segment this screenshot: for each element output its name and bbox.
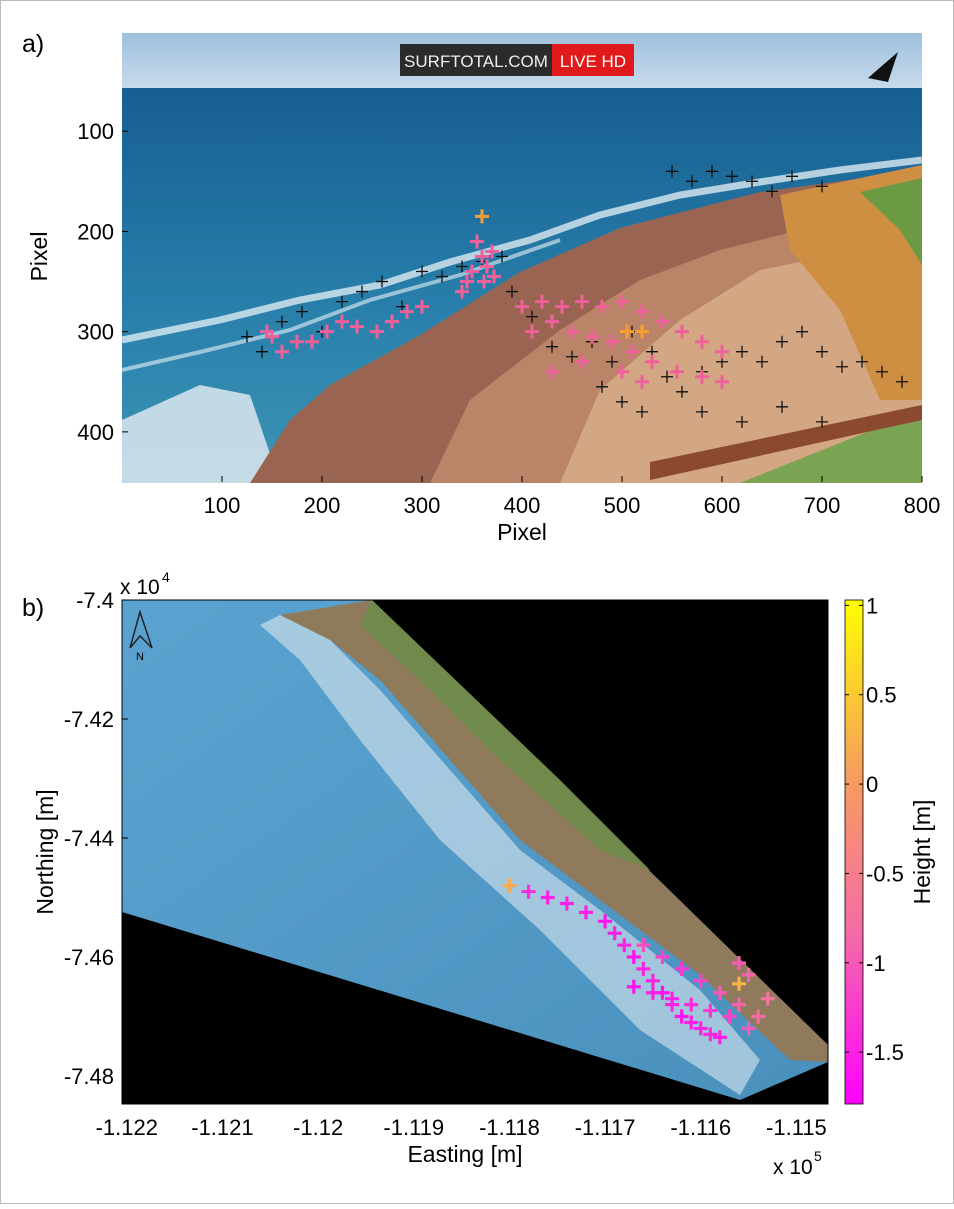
y-tick-label: 200 [77,219,114,244]
colorbar-tick-label: -1.5 [866,1040,904,1065]
colorbar [845,600,863,1104]
north-label: N [136,651,144,663]
x-tick-label: 600 [704,493,741,518]
x-tick-label: -1.117 [575,1115,636,1140]
x-axis-label: Easting [m] [407,1141,522,1167]
x-tick-label: 500 [604,493,641,518]
colorbar-tick-label: 0.5 [866,683,897,708]
logo-text: LIVE HD [560,52,626,71]
x-multiplier-exp: 5 [814,1148,822,1164]
colorbar-tick-label: 0 [866,772,878,797]
colorbar-tick-label: -1 [866,951,886,976]
x-tick-label: 100 [204,493,241,518]
y-tick-label: -7.42 [64,707,114,732]
x-tick-label: -1.119 [383,1115,444,1140]
colorbar-label: Height [m] [909,800,935,905]
x-tick-label: -1.122 [96,1115,158,1140]
colorbar-tick-label: -0.5 [866,861,904,886]
x-tick-label: 200 [304,493,341,518]
x-tick-label: 800 [904,493,941,518]
y-tick-label: -7.44 [64,826,114,851]
y-tick-label: 400 [77,420,114,445]
y-multiplier: x 10 [120,576,160,599]
x-tick-label: 300 [404,493,441,518]
colorbar-tick-label: 1 [866,593,878,618]
figure: SURFTOTAL.COM LIVE HD a) 100 200 300 400 500 6… [0,0,954,1204]
y-tick-label: 300 [77,320,114,345]
x-axis-label: Pixel [497,519,547,545]
x-tick-label: -1.121 [191,1115,253,1140]
y-tick-label: -7.48 [64,1064,114,1089]
x-tick-label: -1.118 [479,1115,540,1140]
x-tick-label: 400 [504,493,541,518]
y-multiplier-exp: 4 [162,569,170,585]
y-axis-label: Northing [m] [32,789,58,914]
x-tick-label: 700 [804,493,841,518]
x-multiplier: x 10 [773,1156,813,1179]
map-image [122,600,828,1104]
camera-image: SURFTOTAL.COM LIVE HD [122,33,922,488]
x-tick-label: -1.115 [766,1115,827,1140]
logo-text: SURFTOTAL.COM [404,52,548,71]
y-axis-label: Pixel [26,232,52,282]
panel-label: b) [22,594,44,622]
y-tick-label: 100 [77,119,114,144]
panel-label: a) [22,30,44,58]
y-tick-label: -7.4 [76,588,114,613]
y-tick-label: -7.46 [64,945,114,970]
x-tick-label: -1.12 [293,1115,343,1140]
x-tick-label: -1.116 [670,1115,731,1140]
